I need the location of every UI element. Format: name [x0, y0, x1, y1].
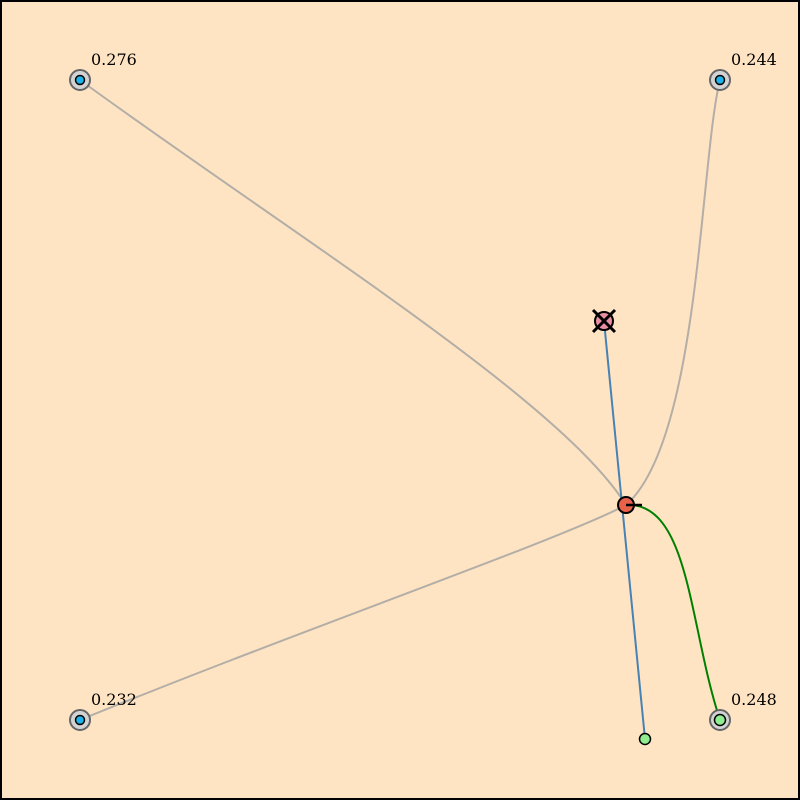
- target-marker: [591, 308, 617, 334]
- blue-link: [603, 320, 646, 740]
- corner-dot: [714, 74, 726, 86]
- corner-dot: [74, 74, 86, 86]
- link-bottom-right: [631, 504, 721, 721]
- goal-node: [638, 732, 652, 746]
- target-cross-b: [591, 308, 617, 334]
- corner-label-bottom-left: 0.232: [91, 690, 137, 709]
- corner-node-bottom-right: 0.248: [709, 690, 777, 731]
- corner-label-top-left: 0.276: [91, 50, 137, 69]
- link-top-left: [79, 79, 627, 506]
- corner-node-top-right: 0.244: [709, 50, 777, 91]
- link-bottom-left: [79, 504, 627, 721]
- corner-label-top-right: 0.244: [731, 50, 777, 69]
- corner-dot: [713, 713, 727, 727]
- corner-node-top-left: 0.276: [69, 50, 137, 91]
- link-top-right: [625, 79, 721, 506]
- corner-node-bottom-left: 0.232: [69, 690, 137, 731]
- corner-label-bottom-right: 0.248: [731, 690, 777, 709]
- center-node: [617, 496, 642, 514]
- corner-dot: [74, 714, 86, 726]
